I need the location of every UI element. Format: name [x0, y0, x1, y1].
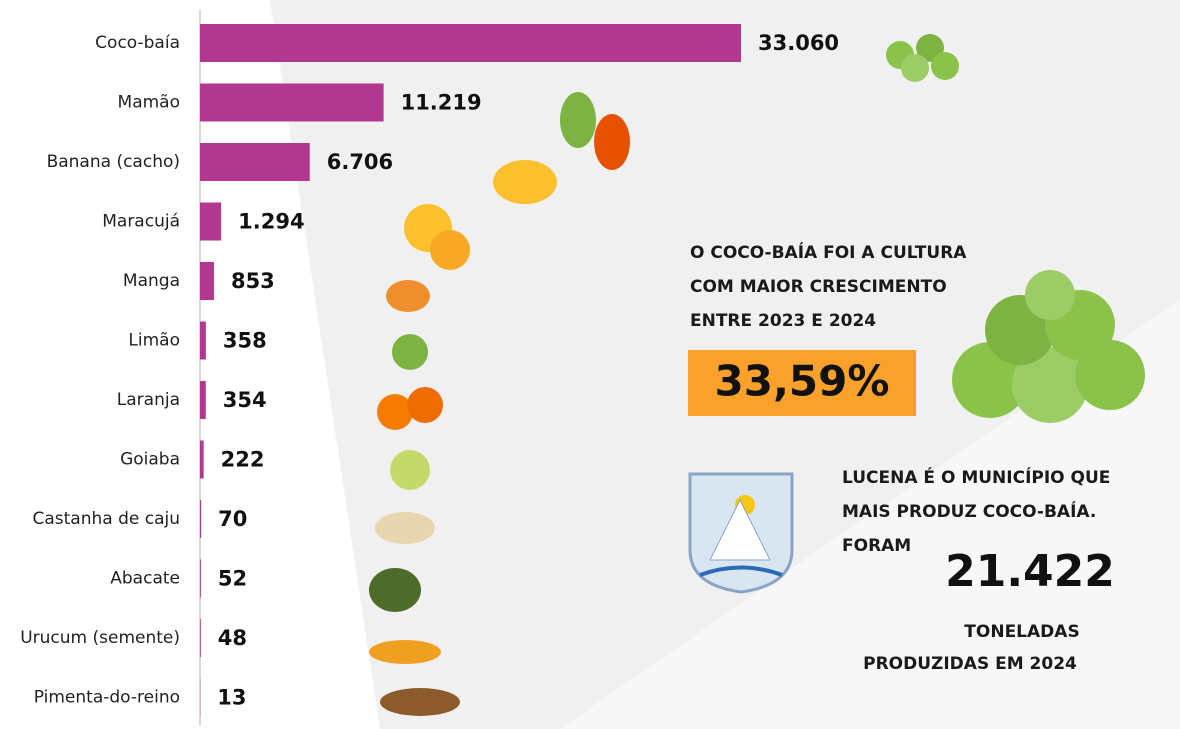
growth-text: O COCO-BAÍA FOI A CULTURA: [690, 241, 967, 263]
municipality-highlight: 21.422: [945, 546, 1115, 597]
category-label: Coco-baía: [95, 33, 180, 53]
municipality-footer: PRODUZIDAS EM 2024: [863, 654, 1077, 674]
value-label: 853: [231, 269, 275, 293]
category-label: Abacate: [110, 569, 180, 589]
category-label: Limão: [128, 331, 180, 351]
coat-of-arms: [690, 474, 792, 592]
value-label: 33.060: [758, 31, 839, 55]
municipality-footer: TONELADAS: [964, 622, 1079, 642]
bar: [200, 24, 741, 62]
bar: [200, 262, 214, 300]
value-label: 13: [217, 686, 246, 710]
growth-text: COM MAIOR CRESCIMENTO: [690, 277, 947, 297]
bar: [200, 619, 201, 657]
bar: [200, 441, 204, 479]
category-label: Urucum (semente): [20, 628, 180, 648]
value-label: 354: [223, 388, 267, 412]
bar: [200, 143, 310, 181]
value-label: 6.706: [327, 150, 393, 174]
category-label: Mamão: [118, 93, 180, 113]
value-label: 52: [218, 567, 247, 591]
bar: [200, 381, 206, 419]
value-label: 48: [218, 626, 247, 650]
bar: [200, 203, 221, 241]
infographic: 33,59% 21.422 Coco-baía 33.060 Mamão 11.219…: [0, 0, 1180, 729]
category-label: Banana (cacho): [47, 152, 180, 172]
municipality-text: FORAM: [842, 536, 911, 556]
municipality-text: LUCENA É O MUNICÍPIO QUE: [842, 466, 1110, 488]
bar: [200, 322, 206, 360]
value-label: 1.294: [238, 210, 304, 234]
municipality-text: MAIS PRODUZ COCO-BAÍA.: [842, 500, 1096, 522]
bar: [200, 84, 384, 122]
category-label: Castanha de caju: [32, 509, 180, 529]
bar: [200, 500, 201, 538]
category-label: Laranja: [117, 390, 180, 410]
value-label: 11.219: [401, 91, 482, 115]
category-label: Pimenta-do-reino: [34, 688, 180, 708]
category-label: Manga: [123, 271, 180, 291]
value-label: 70: [218, 507, 247, 531]
bar: [200, 560, 201, 598]
growth-highlight: 33,59%: [715, 357, 890, 406]
value-label: 358: [223, 329, 267, 353]
value-label: 222: [221, 448, 265, 472]
category-label: Goiaba: [120, 450, 180, 470]
category-label: Maracujá: [102, 212, 180, 232]
growth-text: ENTRE 2023 E 2024: [690, 311, 876, 331]
